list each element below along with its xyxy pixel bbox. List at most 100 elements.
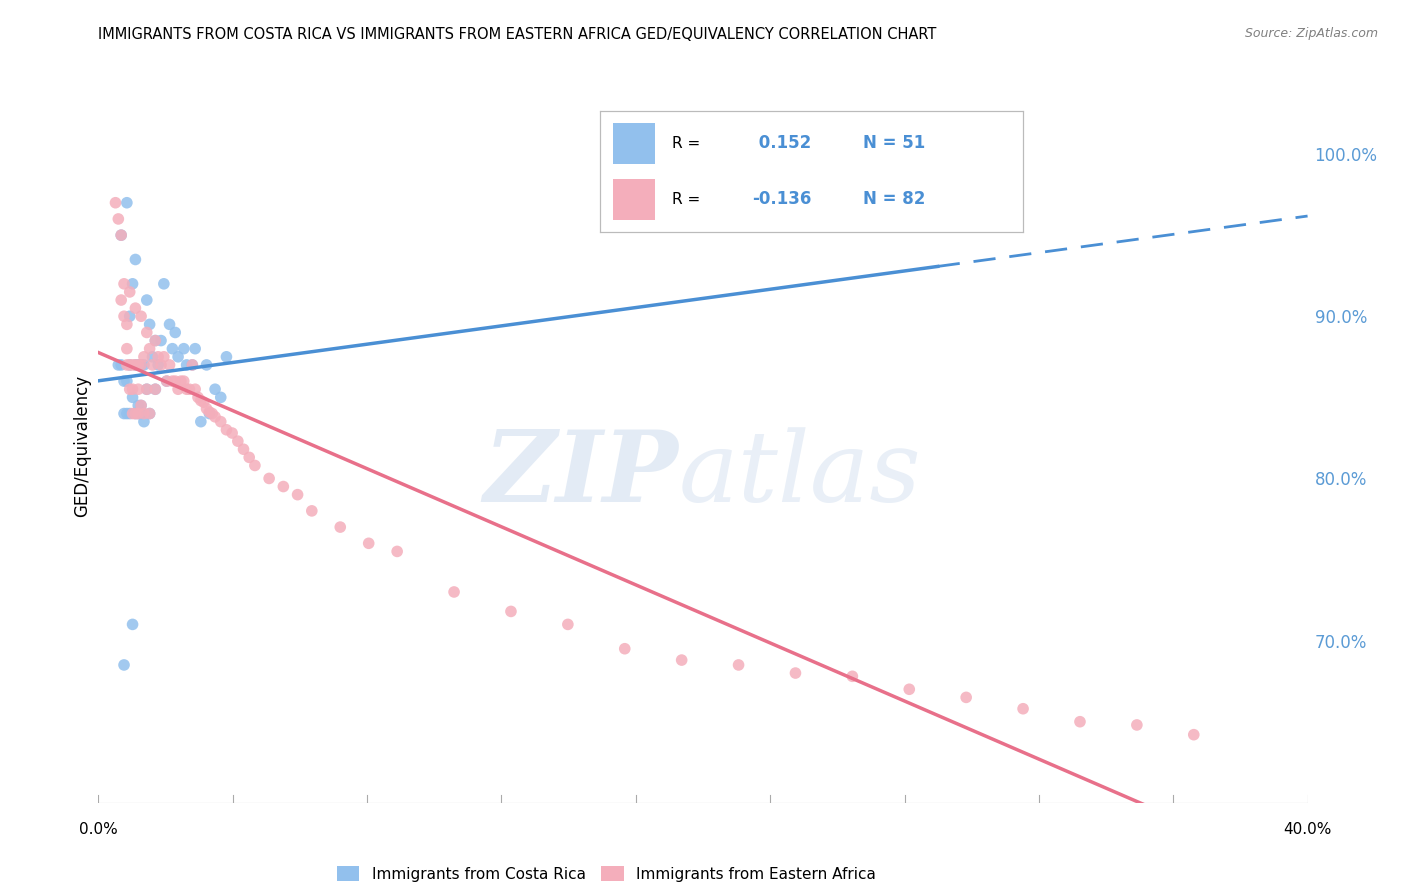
Point — [127, 407, 149, 421]
Point — [138, 407, 160, 421]
Point — [1182, 728, 1205, 742]
Point — [115, 342, 138, 356]
Point — [184, 342, 207, 356]
Point — [385, 544, 408, 558]
Point — [153, 277, 176, 291]
Point — [135, 382, 157, 396]
Point — [124, 301, 146, 315]
Point — [132, 350, 155, 364]
Point — [198, 407, 221, 421]
Point — [135, 382, 157, 396]
Point — [107, 211, 129, 226]
Point — [135, 326, 157, 340]
Point — [170, 374, 193, 388]
Point — [118, 358, 141, 372]
Point — [129, 407, 152, 421]
Point — [124, 407, 146, 421]
Point — [118, 358, 141, 372]
Point — [187, 390, 209, 404]
Point — [156, 374, 179, 388]
Point — [129, 399, 152, 413]
Point — [121, 382, 143, 396]
Point — [132, 407, 155, 421]
Point — [118, 310, 141, 324]
Point — [150, 334, 173, 348]
Point — [221, 425, 243, 440]
Point — [129, 310, 152, 324]
Point — [201, 407, 224, 421]
Point — [226, 434, 249, 449]
Point — [1012, 702, 1035, 716]
Point — [129, 358, 152, 372]
Point — [124, 358, 146, 372]
Point — [112, 277, 135, 291]
Point — [141, 358, 163, 372]
Point — [127, 358, 149, 372]
Point — [156, 374, 179, 388]
Point — [121, 358, 143, 372]
Point — [143, 334, 166, 348]
Point — [143, 334, 166, 348]
Point — [841, 669, 863, 683]
Point — [118, 407, 141, 421]
Point — [124, 358, 146, 372]
Point — [329, 520, 352, 534]
Text: IMMIGRANTS FROM COSTA RICA VS IMMIGRANTS FROM EASTERN AFRICA GED/EQUIVALENCY COR: IMMIGRANTS FROM COSTA RICA VS IMMIGRANTS… — [98, 27, 936, 42]
Point — [118, 382, 141, 396]
Point — [124, 252, 146, 267]
Text: 0.0%: 0.0% — [79, 822, 118, 837]
Point — [613, 641, 636, 656]
Point — [115, 374, 138, 388]
Point — [159, 318, 181, 332]
Point — [150, 358, 173, 372]
Point — [179, 382, 201, 396]
Point — [176, 358, 198, 372]
Point — [357, 536, 380, 550]
Legend: Immigrants from Costa Rica, Immigrants from Eastern Africa: Immigrants from Costa Rica, Immigrants f… — [330, 860, 882, 888]
Point — [115, 407, 138, 421]
Point — [129, 358, 152, 372]
Point — [110, 228, 132, 243]
Point — [671, 653, 693, 667]
Point — [190, 393, 212, 408]
Point — [162, 374, 184, 388]
Text: Source: ZipAtlas.com: Source: ZipAtlas.com — [1244, 27, 1378, 40]
Point — [273, 479, 295, 493]
Point — [127, 407, 149, 421]
Point — [153, 350, 176, 364]
Point — [557, 617, 579, 632]
Point — [121, 390, 143, 404]
Point — [141, 350, 163, 364]
Point — [110, 358, 132, 372]
Point — [215, 350, 238, 364]
Point — [1069, 714, 1091, 729]
Text: ZIP: ZIP — [484, 426, 679, 523]
Point — [121, 617, 143, 632]
Point — [209, 415, 232, 429]
Point — [129, 399, 152, 413]
Point — [112, 407, 135, 421]
Point — [232, 442, 254, 457]
Point — [127, 358, 149, 372]
Point — [124, 407, 146, 421]
Point — [112, 374, 135, 388]
Point — [162, 342, 184, 356]
Point — [135, 293, 157, 307]
Point — [204, 382, 226, 396]
Point — [195, 358, 218, 372]
Point — [173, 374, 195, 388]
Point — [190, 415, 212, 429]
Point — [110, 293, 132, 307]
Point — [287, 488, 309, 502]
Point — [121, 407, 143, 421]
Point — [181, 358, 204, 372]
Point — [138, 318, 160, 332]
Point — [165, 326, 187, 340]
Point — [138, 342, 160, 356]
Point — [1126, 718, 1149, 732]
Point — [115, 195, 138, 210]
Y-axis label: GED/Equivalency: GED/Equivalency — [73, 375, 91, 517]
Point — [127, 382, 149, 396]
Point — [785, 666, 807, 681]
Point — [167, 382, 190, 396]
